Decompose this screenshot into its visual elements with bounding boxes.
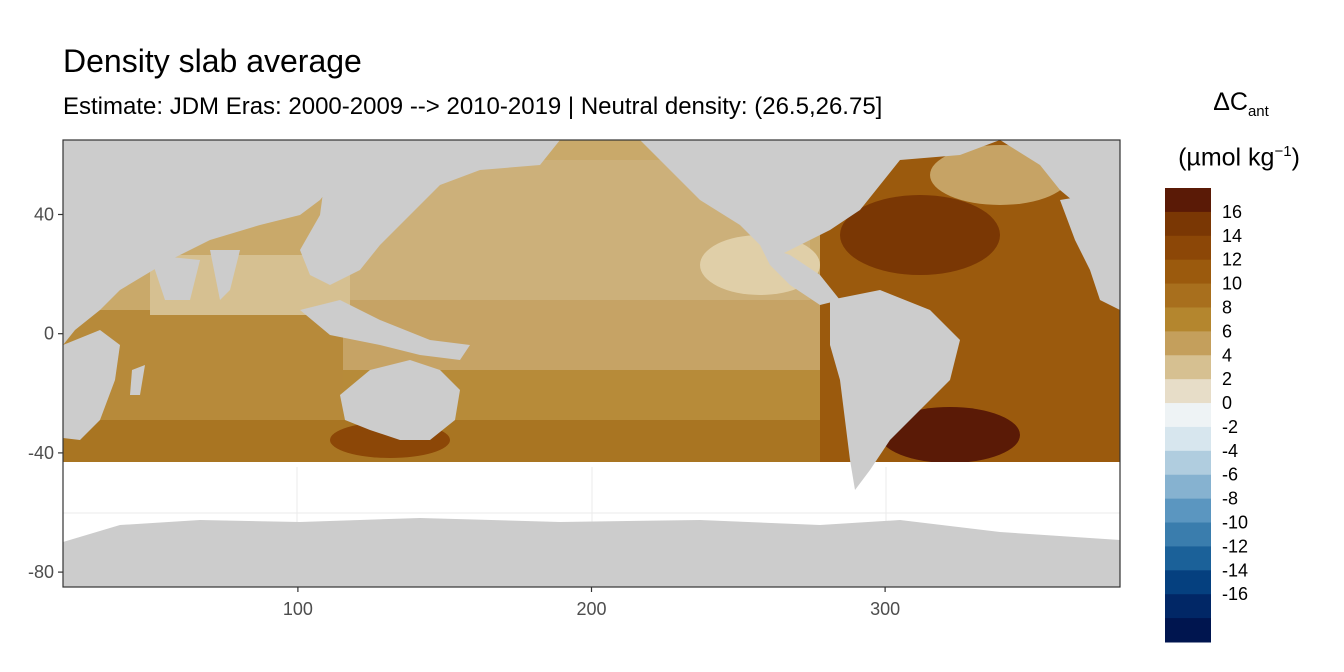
legend-break-label: 16 xyxy=(1222,202,1242,222)
legend-break-label: 2 xyxy=(1222,369,1232,389)
colorbar-swatch xyxy=(1165,522,1211,547)
map-panel xyxy=(63,140,1120,587)
legend-title-symbol: ΔC xyxy=(1213,88,1248,116)
colorbar-swatch xyxy=(1165,283,1211,308)
colorbar-swatch xyxy=(1165,594,1211,619)
colorbar-swatch xyxy=(1165,211,1211,237)
legend-break-label: 14 xyxy=(1222,226,1242,246)
legend-break-label: -4 xyxy=(1222,441,1238,461)
colorbar-swatch xyxy=(1165,307,1211,332)
land-north-america xyxy=(640,140,1000,255)
legend-break-label: 8 xyxy=(1222,297,1232,317)
land-africa-south xyxy=(63,330,120,440)
legend-break-label: -2 xyxy=(1222,417,1238,437)
legend-break-label: -14 xyxy=(1222,560,1248,580)
land-eurasia xyxy=(300,140,560,285)
legend-break-label: 0 xyxy=(1222,393,1232,413)
ocean-south-atlantic-core xyxy=(880,407,1020,463)
colorbar-swatch xyxy=(1165,355,1211,380)
legend-title-variable: ΔCant xyxy=(1168,84,1314,130)
ocean-north-atlantic-core xyxy=(840,195,1000,275)
land-maritime-continent xyxy=(300,300,470,360)
colorbar-swatch xyxy=(1165,474,1211,500)
y-tick-label: 0 xyxy=(44,324,54,344)
colorbar-swatch xyxy=(1165,426,1211,452)
x-tick-label: 200 xyxy=(576,599,606,619)
legend-title-unit: (µmol kg−1) xyxy=(1164,134,1314,175)
colorbar-swatch xyxy=(1165,403,1211,428)
land-central-america xyxy=(760,245,840,305)
colorbar-swatch xyxy=(1165,498,1211,524)
legend-break-label: 12 xyxy=(1222,250,1242,270)
legend-break-label: -16 xyxy=(1222,584,1248,604)
colorbar-swatch xyxy=(1165,259,1211,285)
x-axis: 100 200 300 xyxy=(283,587,900,619)
colorbar: 16 14 12 10 8 6 4 2 0 -2 -4 -6 -8 -10 -12 -14 -16 xyxy=(1165,188,1248,643)
colorbar-swatch xyxy=(1165,618,1211,643)
plot-title: Density slab average xyxy=(63,43,362,79)
land-indian-subcontinent xyxy=(210,250,240,300)
land-australia xyxy=(340,360,460,440)
y-tick-label: -80 xyxy=(28,562,54,582)
legend-break-label: -12 xyxy=(1222,536,1248,556)
land-south-america xyxy=(830,290,960,490)
legend-break-label: -10 xyxy=(1222,513,1248,533)
legend-break-label: -8 xyxy=(1222,489,1238,509)
x-tick-label: 300 xyxy=(870,599,900,619)
land-arabia xyxy=(150,255,200,300)
legend-unit-sup: −1 xyxy=(1274,143,1292,160)
land-antarctica xyxy=(63,518,1120,587)
legend-title-subscript: ant xyxy=(1247,103,1269,120)
legend-break-label: -6 xyxy=(1222,465,1238,485)
y-tick-label: 40 xyxy=(34,205,54,225)
legend-break-label: 4 xyxy=(1222,345,1232,365)
colorbar-swatch xyxy=(1165,235,1211,261)
land-madagascar xyxy=(130,365,145,395)
colorbar-swatch xyxy=(1165,570,1211,595)
legend-unit-main: (µmol kg xyxy=(1178,143,1275,172)
colorbar-swatch xyxy=(1165,379,1211,404)
colorbar-swatch xyxy=(1165,546,1211,571)
land-europe xyxy=(1060,190,1120,310)
ocean-southern-band xyxy=(63,420,923,467)
legend-break-label: 6 xyxy=(1222,321,1232,341)
colorbar-swatch xyxy=(1165,450,1211,476)
land xyxy=(63,140,1120,587)
x-tick-label: 100 xyxy=(283,599,313,619)
y-tick-label: -40 xyxy=(28,443,54,463)
land-africa xyxy=(63,140,360,345)
legend-unit-close: ) xyxy=(1291,143,1300,172)
colorbar-swatch xyxy=(1165,331,1211,356)
colorbar-swatch xyxy=(1165,188,1211,213)
y-axis: 40 0 -40 -80 xyxy=(28,205,63,582)
legend-break-label: 10 xyxy=(1222,274,1242,294)
plot-subtitle: Estimate: JDM Eras: 2000-2009 --> 2010-2… xyxy=(63,93,883,120)
